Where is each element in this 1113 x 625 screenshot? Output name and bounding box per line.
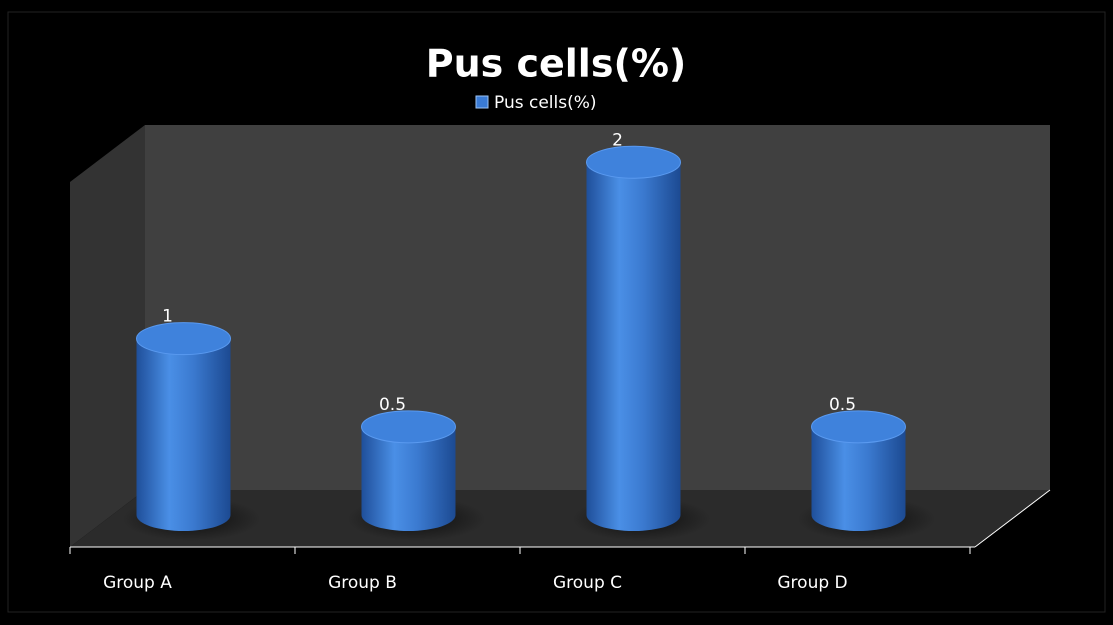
data-label: 0.5: [829, 395, 856, 415]
bar-body: [361, 426, 456, 531]
bar-body: [811, 426, 906, 531]
bar: [347, 410, 486, 541]
bar: [572, 145, 711, 541]
bar-body: [586, 162, 681, 532]
bar-top: [586, 145, 681, 179]
floor-edge: [974, 489, 1051, 548]
x-tick-label: Group D: [777, 573, 847, 593]
side-wall: [70, 125, 145, 547]
chart-border: [7, 11, 1106, 613]
bar: [122, 322, 261, 541]
bar-top: [136, 322, 231, 356]
x-tick-label: Group C: [553, 573, 622, 593]
x-tick-label: Group A: [103, 573, 172, 593]
floor: [70, 490, 1050, 547]
chart-title: Pus cells(%): [426, 42, 687, 86]
data-label: 1: [162, 307, 173, 327]
bar-top: [811, 410, 906, 444]
bar-top: [361, 410, 456, 444]
legend-swatch: [475, 95, 489, 109]
x-tick-label: Group B: [328, 573, 397, 593]
legend-label: Pus cells(%): [494, 93, 597, 113]
data-label: 0.5: [379, 395, 406, 415]
bar-body: [136, 338, 231, 531]
bar: [797, 410, 936, 541]
data-label: 2: [612, 130, 623, 150]
